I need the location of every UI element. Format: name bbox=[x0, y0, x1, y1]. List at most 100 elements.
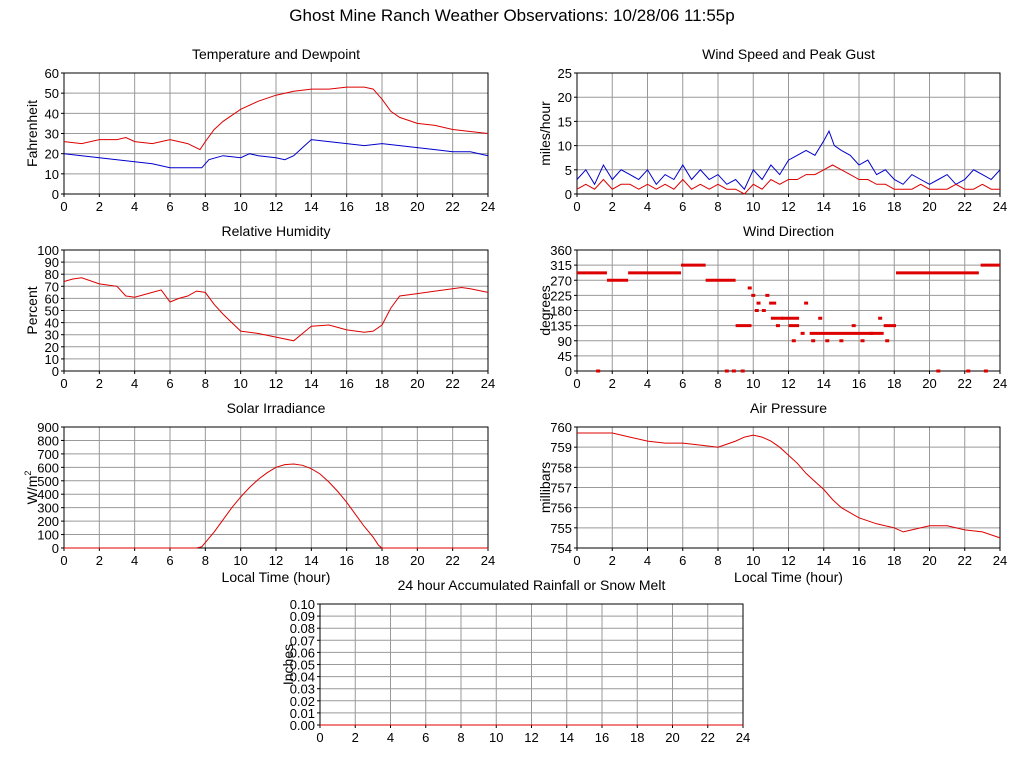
x-tick-label: 24 bbox=[993, 553, 1007, 568]
y-tick-label: 0 bbox=[565, 364, 572, 379]
y-tick-label: 100 bbox=[37, 243, 59, 258]
wind-direction-point bbox=[596, 369, 601, 373]
y-tick-label: 180 bbox=[550, 304, 572, 319]
x-tick-label: 12 bbox=[269, 376, 283, 391]
y-tick-label: 40 bbox=[45, 316, 59, 331]
x-tick-label: 22 bbox=[445, 553, 459, 568]
humidity-ylabel: Percent bbox=[24, 286, 40, 334]
x-tick-label: 8 bbox=[714, 199, 721, 214]
wind-direction-point bbox=[936, 369, 941, 373]
x-tick-label: 18 bbox=[887, 376, 901, 391]
x-tick-label: 12 bbox=[269, 553, 283, 568]
wind-direction-point bbox=[878, 316, 883, 320]
y-tick-label: 0.06 bbox=[290, 645, 315, 660]
x-tick-label: 22 bbox=[445, 376, 459, 391]
wind-direction-point bbox=[747, 286, 752, 290]
wind-direction-point bbox=[751, 293, 756, 297]
x-tick-label: 8 bbox=[202, 376, 209, 391]
wind-direction-point bbox=[851, 324, 856, 328]
x-tick-label: 16 bbox=[852, 553, 866, 568]
y-tick-label: 0 bbox=[565, 187, 572, 202]
y-tick-label: 360 bbox=[550, 243, 572, 258]
x-tick-label: 12 bbox=[269, 199, 283, 214]
y-tick-label: 10 bbox=[558, 139, 572, 154]
x-tick-label: 22 bbox=[958, 376, 972, 391]
y-tick-label: 200 bbox=[37, 514, 59, 529]
x-tick-label: 0 bbox=[573, 553, 580, 568]
x-tick-label: 6 bbox=[422, 730, 429, 745]
x-tick-label: 18 bbox=[375, 553, 389, 568]
x-tick-label: 10 bbox=[746, 553, 760, 568]
x-tick-label: 24 bbox=[481, 376, 495, 391]
temperature-series-temperature bbox=[63, 86, 489, 151]
y-tick-label: 759 bbox=[550, 440, 572, 455]
x-tick-label: 0 bbox=[316, 730, 323, 745]
wind-direction-point bbox=[740, 369, 745, 373]
y-tick-label: 0.10 bbox=[290, 597, 315, 612]
x-tick-label: 0 bbox=[60, 199, 67, 214]
y-tick-label: 90 bbox=[558, 334, 572, 349]
x-tick-label: 22 bbox=[958, 553, 972, 568]
wind-speed-ylabel: miles/hour bbox=[537, 101, 553, 166]
x-tick-label: 18 bbox=[630, 730, 644, 745]
x-tick-label: 8 bbox=[202, 553, 209, 568]
x-tick-label: 14 bbox=[817, 199, 831, 214]
x-tick-label: 16 bbox=[339, 376, 353, 391]
x-tick-label: 14 bbox=[817, 376, 831, 391]
x-tick-label: 24 bbox=[481, 553, 495, 568]
rainfall-ylabel: Inches bbox=[280, 644, 296, 685]
y-tick-label: 500 bbox=[37, 474, 59, 489]
x-tick-label: 12 bbox=[524, 730, 538, 745]
x-tick-label: 20 bbox=[922, 553, 936, 568]
pressure-title: Air Pressure bbox=[750, 400, 827, 416]
y-tick-label: 20 bbox=[45, 147, 59, 162]
x-tick-label: 18 bbox=[887, 553, 901, 568]
y-tick-label: 60 bbox=[45, 291, 59, 306]
x-tick-label: 18 bbox=[887, 199, 901, 214]
y-tick-label: 760 bbox=[550, 420, 572, 435]
wind-direction-point bbox=[818, 316, 823, 320]
solar-chart: Solar Irradiance010020030040050060070080… bbox=[23, 400, 495, 585]
y-tick-label: 135 bbox=[550, 319, 572, 334]
wind-direction-point bbox=[804, 301, 809, 305]
x-tick-label: 14 bbox=[304, 376, 318, 391]
y-tick-label: 0.03 bbox=[290, 682, 315, 697]
humidity-series-relative-humidity bbox=[63, 277, 489, 342]
x-tick-label: 10 bbox=[233, 376, 247, 391]
y-tick-label: 300 bbox=[37, 501, 59, 516]
y-tick-label: 400 bbox=[37, 487, 59, 502]
x-tick-label: 24 bbox=[481, 199, 495, 214]
x-tick-label: 10 bbox=[746, 199, 760, 214]
wind-direction-point bbox=[966, 369, 971, 373]
x-tick-label: 16 bbox=[852, 199, 866, 214]
x-tick-label: 8 bbox=[202, 199, 209, 214]
y-tick-label: 0.05 bbox=[290, 658, 315, 673]
y-tick-label: 225 bbox=[550, 288, 572, 303]
y-tick-label: 30 bbox=[45, 328, 59, 343]
wind-direction-point bbox=[800, 331, 805, 335]
wind-direction-point bbox=[756, 301, 761, 305]
x-tick-label: 0 bbox=[60, 553, 67, 568]
x-tick-label: 0 bbox=[60, 376, 67, 391]
x-tick-label: 0 bbox=[573, 199, 580, 214]
x-tick-label: 6 bbox=[166, 199, 173, 214]
x-tick-label: 4 bbox=[644, 553, 651, 568]
x-tick-label: 10 bbox=[746, 376, 760, 391]
x-tick-label: 0 bbox=[573, 376, 580, 391]
x-tick-label: 16 bbox=[852, 376, 866, 391]
wind-speed-series-peak-gust bbox=[576, 129, 1001, 191]
wind-direction-point bbox=[761, 309, 766, 312]
x-tick-label: 20 bbox=[410, 199, 424, 214]
wind-direction-point bbox=[885, 339, 890, 343]
y-tick-label: 270 bbox=[550, 273, 572, 288]
x-tick-label: 6 bbox=[166, 376, 173, 391]
x-tick-label: 20 bbox=[410, 553, 424, 568]
temperature-ylabel: Fahrenheit bbox=[24, 100, 40, 167]
wind-direction-point bbox=[791, 339, 796, 343]
x-tick-label: 12 bbox=[781, 199, 795, 214]
x-tick-label: 2 bbox=[96, 376, 103, 391]
y-tick-label: 10 bbox=[45, 167, 59, 182]
solar-title: Solar Irradiance bbox=[227, 400, 326, 416]
